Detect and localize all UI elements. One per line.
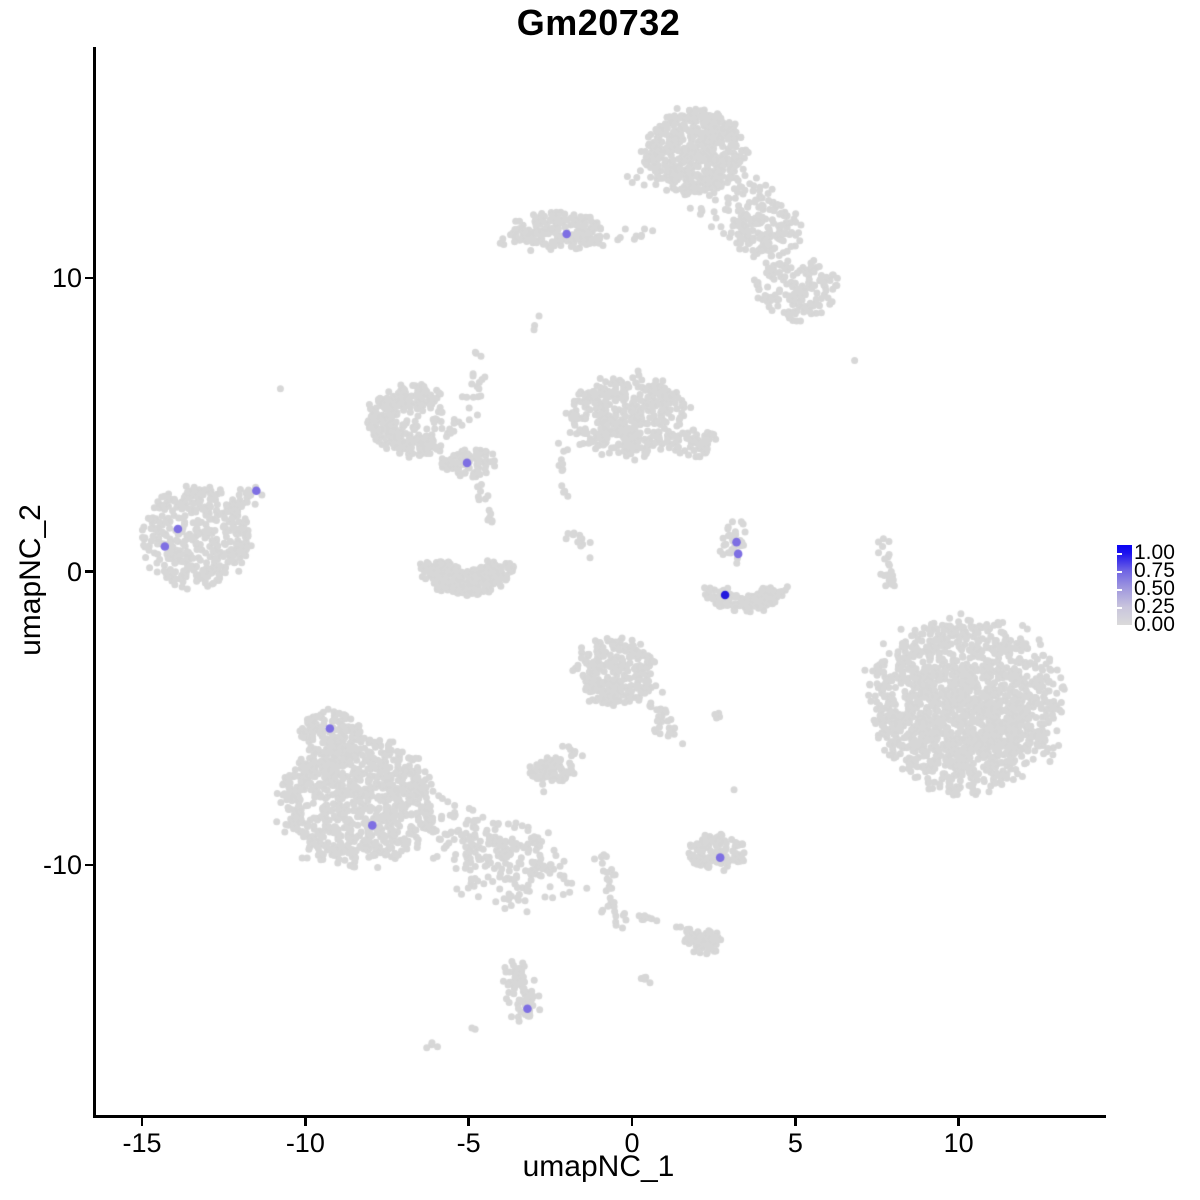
colorbar-tick: [1117, 553, 1122, 555]
y-tick-mark: [85, 570, 93, 573]
y-tick-mark: [85, 276, 93, 280]
x-tick-mark: [794, 1117, 797, 1126]
y-tick-label: 0: [66, 556, 82, 587]
x-tick-mark: [304, 1117, 307, 1126]
y-tick-label: 10: [51, 263, 82, 293]
legend-value-label: 0.00: [1134, 613, 1175, 636]
y-axis-line: [93, 47, 96, 1117]
legend-value-label: 0.50: [1134, 577, 1175, 600]
y-axis-title: umapNC_2: [14, 504, 47, 656]
x-tick-label: -5: [456, 1128, 481, 1158]
x-tick-mark: [140, 1117, 144, 1126]
x-tick-label: 10: [943, 1128, 974, 1158]
x-tick-mark: [467, 1117, 470, 1126]
legend-value-label: 0.75: [1134, 559, 1175, 582]
legend-value-label: 1.00: [1134, 541, 1175, 564]
y-tick-mark: [85, 863, 93, 867]
x-tick-mark: [630, 1117, 634, 1126]
x-axis-title: umapNC_1: [522, 1150, 675, 1183]
umap-scatter-canvas: [95, 47, 1102, 1115]
x-tick-label: 0: [624, 1128, 640, 1158]
y-tick-label: -10: [42, 850, 82, 880]
colorbar-tick: [1117, 571, 1122, 573]
colorbar-tick: [1117, 607, 1122, 609]
plot-title: Gm20732: [516, 2, 681, 43]
legend-value-label: 0.25: [1134, 595, 1175, 618]
x-tick-mark: [957, 1117, 960, 1126]
x-tick-label: -15: [122, 1128, 162, 1158]
colorbar-gradient: [1117, 545, 1132, 625]
colorbar-tick: [1117, 589, 1122, 591]
x-tick-label: -10: [285, 1128, 325, 1158]
x-tick-label: 5: [787, 1128, 803, 1158]
x-axis-line: [93, 1115, 1106, 1118]
